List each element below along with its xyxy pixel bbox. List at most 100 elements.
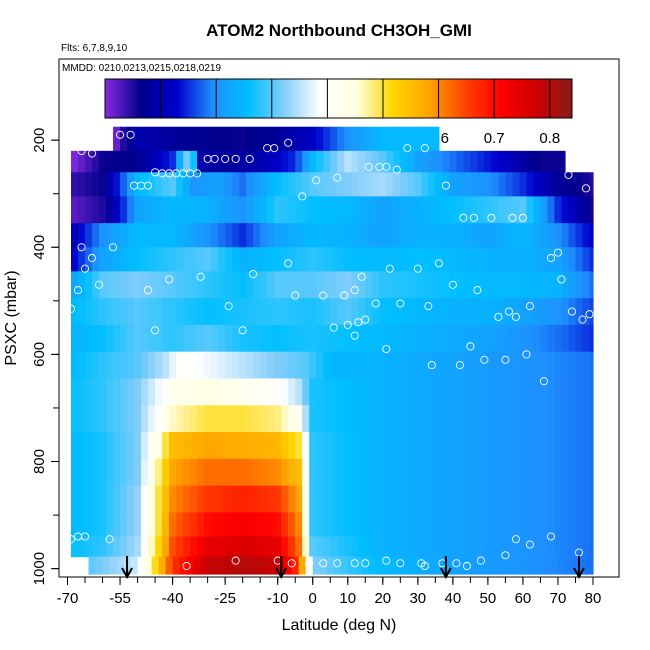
heatmap-cell xyxy=(575,172,584,197)
heatmap-cell xyxy=(281,196,289,224)
heatmap-cell xyxy=(519,223,528,248)
heatmap-cell xyxy=(477,298,485,326)
heatmap-cell xyxy=(260,536,268,558)
heatmap-cell xyxy=(379,298,387,326)
heatmap-cell xyxy=(526,247,535,272)
heatmap-cell xyxy=(169,512,177,538)
heatmap-cell xyxy=(344,432,352,460)
heatmap-cell xyxy=(183,223,191,248)
colorbar-gradient xyxy=(104,78,573,119)
heatmap-cell xyxy=(519,432,528,460)
heatmap-cell xyxy=(141,271,149,299)
heatmap-cell xyxy=(505,196,514,224)
heatmap-cell xyxy=(239,405,247,433)
heatmap-cell xyxy=(141,298,149,326)
heatmap-cell xyxy=(92,351,100,380)
heatmap-cell xyxy=(155,485,163,514)
heatmap-cell xyxy=(393,485,401,514)
heatmap-cell xyxy=(491,150,500,173)
heatmap-cell xyxy=(561,405,570,433)
heatmap-cell xyxy=(463,536,471,558)
heatmap-cell xyxy=(309,324,317,353)
observation-point xyxy=(193,169,202,178)
heatmap-cell xyxy=(344,223,352,248)
heatmap-cell xyxy=(309,351,317,380)
heatmap-cell xyxy=(421,351,429,380)
heatmap-cell xyxy=(113,485,121,514)
heatmap-cell xyxy=(372,432,380,460)
observation-point xyxy=(476,556,485,565)
observation-point xyxy=(151,326,160,335)
heatmap-cell xyxy=(505,458,514,487)
heatmap-cell xyxy=(365,150,373,173)
heatmap-cell xyxy=(463,298,471,326)
heatmap-cell xyxy=(281,172,289,197)
heatmap-cell xyxy=(274,485,282,514)
observation-point xyxy=(144,286,153,295)
heatmap-cell xyxy=(533,172,542,197)
heatmap-cell xyxy=(120,485,128,514)
x-axis: -70 -55 -40 -25 -10 0 10 20 30 40 50 60 70 80 xyxy=(57,576,613,607)
heatmap-cell xyxy=(351,324,359,353)
heatmap-cell xyxy=(309,458,317,487)
heatmap-cell xyxy=(246,485,254,514)
heatmap-cell xyxy=(463,485,471,514)
heatmap-cell xyxy=(260,405,268,433)
heatmap-cell xyxy=(449,432,457,460)
heatmap-cell xyxy=(204,247,212,272)
heatmap-cell xyxy=(225,405,233,433)
heatmap-cell xyxy=(470,247,478,272)
heatmap-cell xyxy=(585,556,594,575)
observation-point xyxy=(80,264,90,273)
heatmap-cell xyxy=(225,223,233,248)
heatmap-cell xyxy=(449,512,457,538)
heatmap-cell xyxy=(134,324,142,353)
heatmap-cell xyxy=(337,324,345,353)
heatmap-cell xyxy=(162,298,170,326)
heatmap-cell xyxy=(253,512,261,538)
heatmap-cell xyxy=(582,536,591,558)
heatmap-cell xyxy=(155,223,163,248)
heatmap-cell xyxy=(337,536,345,558)
heatmap-cell xyxy=(435,485,443,514)
heatmap-cell xyxy=(575,378,584,406)
heatmap-cell xyxy=(106,172,114,197)
heatmap-cell xyxy=(141,223,149,248)
heatmap-cell xyxy=(407,247,415,272)
heatmap-cell xyxy=(442,150,450,173)
heatmap-cell xyxy=(78,247,86,272)
heatmap-cell xyxy=(414,405,422,433)
heatmap-cell xyxy=(351,512,359,538)
heatmap-cell xyxy=(190,150,198,173)
heatmap-cell xyxy=(337,458,345,487)
observation-point xyxy=(501,551,510,560)
heatmap-cell xyxy=(561,150,566,173)
heatmap-cell xyxy=(561,324,570,353)
heatmap-cell xyxy=(295,150,303,173)
heatmap-cell xyxy=(393,324,401,353)
heatmap-cell xyxy=(358,196,366,224)
heatmap-cell xyxy=(190,458,198,487)
heatmap-cell xyxy=(127,324,135,353)
heatmap-cell xyxy=(484,247,492,272)
heatmap-cell xyxy=(246,324,254,353)
heatmap-cell xyxy=(512,247,521,272)
heatmap-cell xyxy=(239,432,247,460)
heatmap-cell xyxy=(456,223,464,248)
heatmap-cell xyxy=(330,351,338,380)
observation-point xyxy=(312,176,321,185)
heatmap-cell xyxy=(176,458,184,487)
heatmap-cell xyxy=(197,512,205,538)
heatmap-cell xyxy=(316,378,324,406)
heatmap-cell xyxy=(204,351,212,380)
observation-point xyxy=(511,312,520,321)
heatmap-cell xyxy=(564,556,573,575)
heatmap-cell xyxy=(106,485,114,514)
heatmap-cell xyxy=(512,172,521,197)
heatmap-cell xyxy=(267,485,275,514)
heatmap-cell xyxy=(589,247,594,272)
heatmap-cell xyxy=(526,298,535,326)
heatmap-cell xyxy=(253,378,261,406)
heatmap-cell xyxy=(239,271,247,299)
heatmap-cell xyxy=(183,172,191,197)
